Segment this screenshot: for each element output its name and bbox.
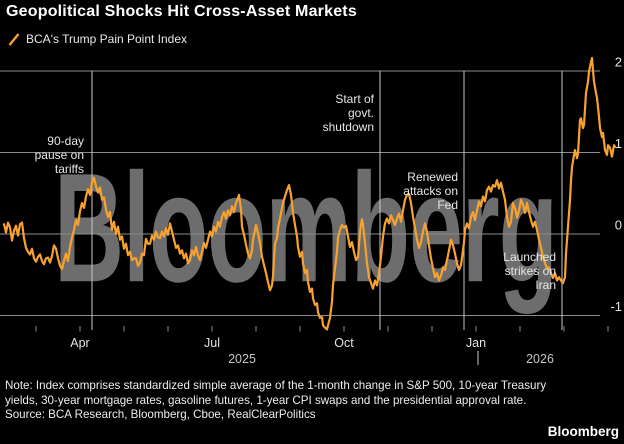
legend: BCA's Trump Pain Point Index: [8, 32, 187, 46]
bloomberg-watermark: Bloomberg: [54, 140, 558, 315]
y-axis-label: -1: [610, 299, 622, 314]
x-axis-label: Apr: [70, 336, 89, 350]
x-axis-label: Jul: [204, 336, 220, 350]
index-line-series: [2, 56, 617, 331]
annotation-iran-strikes: Launched strikes on Iran: [503, 250, 556, 292]
footnote: Note: Index comprises standardized simpl…: [5, 379, 546, 423]
y-axis-label: 1: [615, 136, 622, 151]
y-axis-label: 2: [615, 55, 622, 70]
year-label: 2026: [526, 352, 554, 366]
legend-slash-icon: [8, 32, 20, 46]
annotation-fed-attacks: Renewed attacks on Fed: [403, 170, 458, 212]
y-axis-label: 0: [615, 218, 622, 233]
chart-title: Geopolitical Shocks Hit Cross-Asset Mark…: [6, 3, 357, 20]
note-line-2: yields, 30-year mortgage rates, gasoline…: [5, 393, 527, 407]
annotation-tariff-pause: 90-day pause on tariffs: [34, 134, 84, 176]
year-label: 2025: [228, 352, 256, 366]
note-line-1: Note: Index comprises standardized simpl…: [5, 379, 547, 392]
x-axis-label: Jan: [466, 336, 486, 350]
legend-label: BCA's Trump Pain Point Index: [26, 32, 188, 46]
annotation-govt-shutdown: Start of govt. shutdown: [322, 92, 374, 134]
source-line: Source: BCA Research, Bloomberg, Cboe, R…: [5, 408, 316, 422]
x-axis-label: Oct: [334, 336, 354, 350]
bloomberg-logo: Bloomberg: [547, 424, 619, 439]
